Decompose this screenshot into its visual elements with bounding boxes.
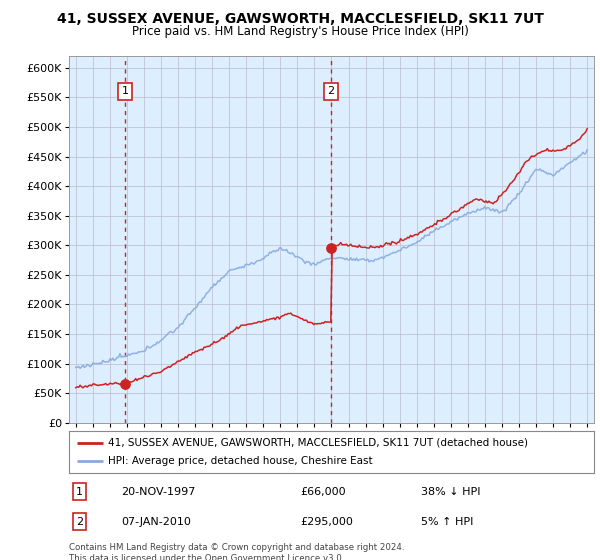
Point: [326, 244, 336, 253]
Text: 5% ↑ HPI: 5% ↑ HPI: [421, 517, 473, 527]
Text: 41, SUSSEX AVENUE, GAWSWORTH, MACCLESFIELD, SK11 7UT: 41, SUSSEX AVENUE, GAWSWORTH, MACCLESFIE…: [56, 12, 544, 26]
Text: 1: 1: [122, 86, 128, 96]
Text: £295,000: £295,000: [300, 517, 353, 527]
Text: 1: 1: [76, 487, 83, 497]
Text: Contains HM Land Registry data © Crown copyright and database right 2024.
This d: Contains HM Land Registry data © Crown c…: [69, 543, 404, 560]
Text: 2: 2: [328, 86, 335, 96]
Text: 38% ↓ HPI: 38% ↓ HPI: [421, 487, 480, 497]
Text: 2: 2: [76, 517, 83, 527]
Text: Price paid vs. HM Land Registry's House Price Index (HPI): Price paid vs. HM Land Registry's House …: [131, 25, 469, 38]
Text: HPI: Average price, detached house, Cheshire East: HPI: Average price, detached house, Ches…: [109, 456, 373, 466]
Point: [120, 379, 130, 388]
Text: £66,000: £66,000: [300, 487, 346, 497]
Text: 41, SUSSEX AVENUE, GAWSWORTH, MACCLESFIELD, SK11 7UT (detached house): 41, SUSSEX AVENUE, GAWSWORTH, MACCLESFIE…: [109, 438, 529, 448]
Text: 20-NOV-1997: 20-NOV-1997: [121, 487, 196, 497]
Text: 07-JAN-2010: 07-JAN-2010: [121, 517, 191, 527]
